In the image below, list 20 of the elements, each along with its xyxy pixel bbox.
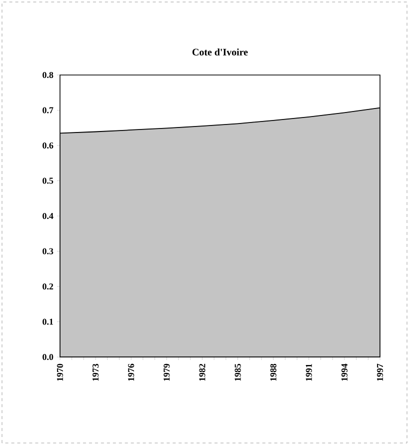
- x-tick-label: 1991: [306, 364, 312, 381]
- y-tick-label: 0.5: [42, 178, 54, 184]
- x-tick-label: 1976: [128, 364, 134, 381]
- x-tick-label: 1985: [234, 364, 241, 381]
- chart-title: Cote d'Ivoire: [192, 48, 248, 56]
- x-tick-label: 1997: [376, 364, 384, 381]
- x-tick-label: 1982: [199, 364, 206, 381]
- x-tick-label: 1973: [92, 364, 99, 381]
- x-tick-label: 1979: [164, 364, 170, 381]
- y-tick-label: 0.4: [42, 212, 54, 220]
- x-tick-label: 1988: [270, 364, 276, 381]
- y-tick-label: 0.2: [42, 283, 54, 290]
- text: 0.0: [42, 354, 54, 360]
- y-tick-label: 0.8: [42, 72, 54, 78]
- x-tick-label: 1994: [341, 364, 348, 381]
- y-tick-label: 0.1: [42, 318, 54, 325]
- y-tick-label: 0.3: [42, 248, 54, 254]
- x-tick-label: 1970: [56, 364, 64, 381]
- y-tick-label: 0.7: [42, 107, 54, 114]
- y-tick-label: 0.6: [42, 142, 54, 149]
